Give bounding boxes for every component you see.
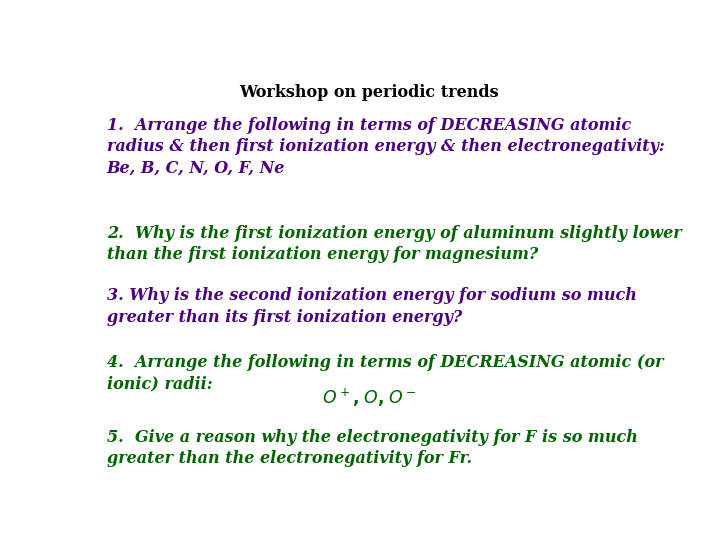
Text: 2.  Why is the first ionization energy of aluminum slightly lower
than the first: 2. Why is the first ionization energy of… bbox=[107, 225, 681, 264]
Text: 1.  Arrange the following in terms of DECREASING atomic
radius & then first ioni: 1. Arrange the following in terms of DEC… bbox=[107, 117, 665, 177]
Text: 5.  Give a reason why the electronegativity for F is so much
greater than the el: 5. Give a reason why the electronegativi… bbox=[107, 429, 638, 467]
Text: 4.  Arrange the following in terms of DECREASING atomic (or
ionic) radii:: 4. Arrange the following in terms of DEC… bbox=[107, 354, 663, 393]
Text: 3. Why is the second ionization energy for sodium so much
greater than its first: 3. Why is the second ionization energy f… bbox=[107, 287, 636, 326]
Text: $\mathit{O}^+\mathbf{,}\;\mathit{O}\mathbf{,}\;\mathit{O}^-$: $\mathit{O}^+\mathbf{,}\;\mathit{O}\math… bbox=[322, 387, 416, 409]
Text: Workshop on periodic trends: Workshop on periodic trends bbox=[239, 84, 499, 100]
